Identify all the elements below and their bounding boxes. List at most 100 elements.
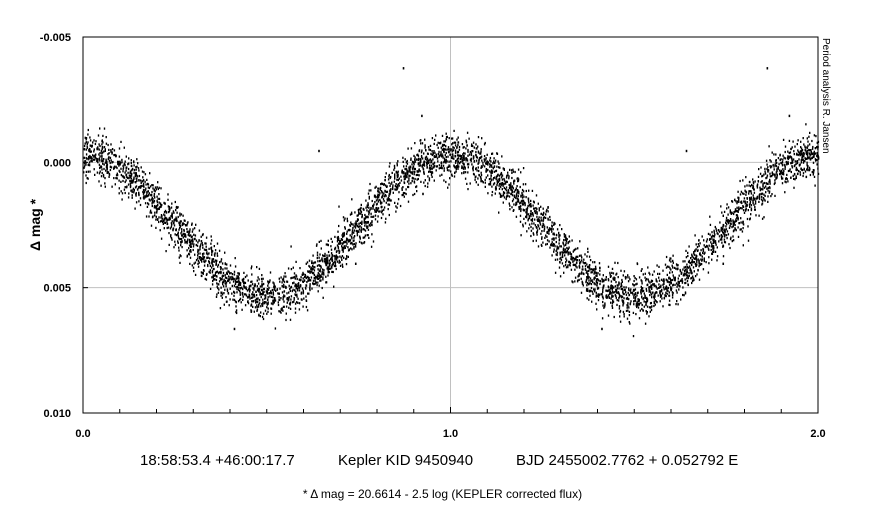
data-point bbox=[330, 237, 332, 240]
data-point bbox=[244, 281, 247, 284]
data-point bbox=[89, 139, 92, 142]
data-point bbox=[334, 255, 337, 258]
data-point bbox=[558, 235, 560, 239]
data-point bbox=[435, 169, 437, 172]
data-point bbox=[160, 220, 162, 223]
data-point bbox=[601, 277, 603, 280]
data-point bbox=[142, 184, 144, 187]
data-point bbox=[635, 283, 637, 286]
data-point bbox=[344, 217, 346, 220]
data-point bbox=[305, 299, 308, 302]
data-point bbox=[664, 286, 667, 289]
data-point bbox=[637, 306, 640, 309]
data-point bbox=[331, 266, 333, 269]
data-point bbox=[483, 165, 486, 168]
data-point bbox=[375, 196, 377, 199]
data-point bbox=[738, 207, 740, 210]
data-point bbox=[703, 257, 705, 260]
data-point bbox=[403, 181, 405, 184]
data-point bbox=[519, 185, 521, 189]
data-point bbox=[248, 295, 251, 298]
data-point bbox=[701, 255, 703, 258]
data-point bbox=[519, 220, 522, 223]
data-point bbox=[516, 177, 518, 180]
data-point bbox=[404, 176, 406, 179]
data-point bbox=[797, 153, 799, 157]
data-point bbox=[239, 297, 242, 300]
data-point bbox=[169, 218, 171, 221]
data-point bbox=[567, 242, 569, 245]
data-point bbox=[774, 175, 776, 178]
data-point bbox=[216, 275, 218, 278]
data-point bbox=[217, 283, 219, 286]
data-point bbox=[213, 260, 215, 263]
data-point bbox=[348, 248, 350, 252]
data-point bbox=[588, 298, 590, 301]
data-point bbox=[234, 282, 237, 285]
data-point bbox=[699, 252, 701, 255]
data-point bbox=[670, 279, 672, 282]
data-point bbox=[428, 179, 431, 182]
data-point bbox=[83, 156, 85, 159]
data-point bbox=[515, 193, 518, 196]
data-point bbox=[347, 246, 349, 249]
data-point bbox=[632, 289, 635, 292]
data-point bbox=[599, 279, 601, 283]
data-point bbox=[700, 254, 702, 257]
data-point bbox=[638, 298, 640, 301]
data-point bbox=[796, 168, 798, 171]
data-point bbox=[97, 147, 99, 150]
data-point bbox=[295, 283, 297, 286]
data-point bbox=[609, 287, 612, 290]
data-point bbox=[365, 206, 367, 209]
data-point bbox=[622, 274, 624, 277]
data-point bbox=[118, 147, 121, 150]
data-point bbox=[377, 207, 380, 210]
data-point bbox=[203, 256, 206, 259]
data-point bbox=[88, 158, 90, 161]
data-point bbox=[188, 238, 191, 241]
data-point bbox=[413, 171, 416, 174]
data-point bbox=[101, 171, 103, 175]
data-point bbox=[421, 157, 424, 160]
data-point bbox=[559, 224, 561, 227]
data-point bbox=[628, 306, 630, 309]
data-point bbox=[445, 145, 447, 148]
data-point bbox=[135, 166, 137, 169]
data-point bbox=[680, 272, 682, 275]
data-point bbox=[187, 221, 189, 224]
data-point bbox=[626, 276, 628, 279]
data-point bbox=[724, 233, 726, 236]
data-point bbox=[612, 299, 614, 302]
data-point bbox=[434, 138, 436, 141]
data-point bbox=[571, 280, 573, 283]
data-point bbox=[330, 252, 333, 255]
data-point bbox=[365, 222, 367, 225]
data-point bbox=[791, 161, 794, 164]
data-point bbox=[803, 151, 805, 155]
data-point bbox=[737, 190, 739, 193]
data-point bbox=[225, 285, 227, 288]
data-point bbox=[558, 242, 560, 245]
data-point bbox=[775, 177, 778, 180]
data-point bbox=[591, 300, 593, 303]
data-point bbox=[757, 175, 760, 178]
data-point bbox=[211, 249, 213, 252]
data-point bbox=[810, 152, 813, 155]
data-point bbox=[443, 179, 445, 182]
data-point bbox=[503, 191, 506, 195]
data-point bbox=[649, 310, 651, 313]
data-point bbox=[392, 184, 394, 187]
data-point bbox=[323, 269, 325, 272]
data-point bbox=[814, 158, 817, 161]
data-point bbox=[563, 235, 566, 238]
data-point bbox=[743, 211, 746, 214]
data-point bbox=[565, 237, 567, 240]
data-point bbox=[123, 162, 126, 165]
data-point bbox=[468, 137, 470, 140]
data-point bbox=[590, 271, 592, 274]
data-point bbox=[210, 235, 212, 238]
data-point bbox=[781, 171, 783, 174]
data-point bbox=[95, 153, 97, 156]
data-point bbox=[551, 254, 553, 257]
